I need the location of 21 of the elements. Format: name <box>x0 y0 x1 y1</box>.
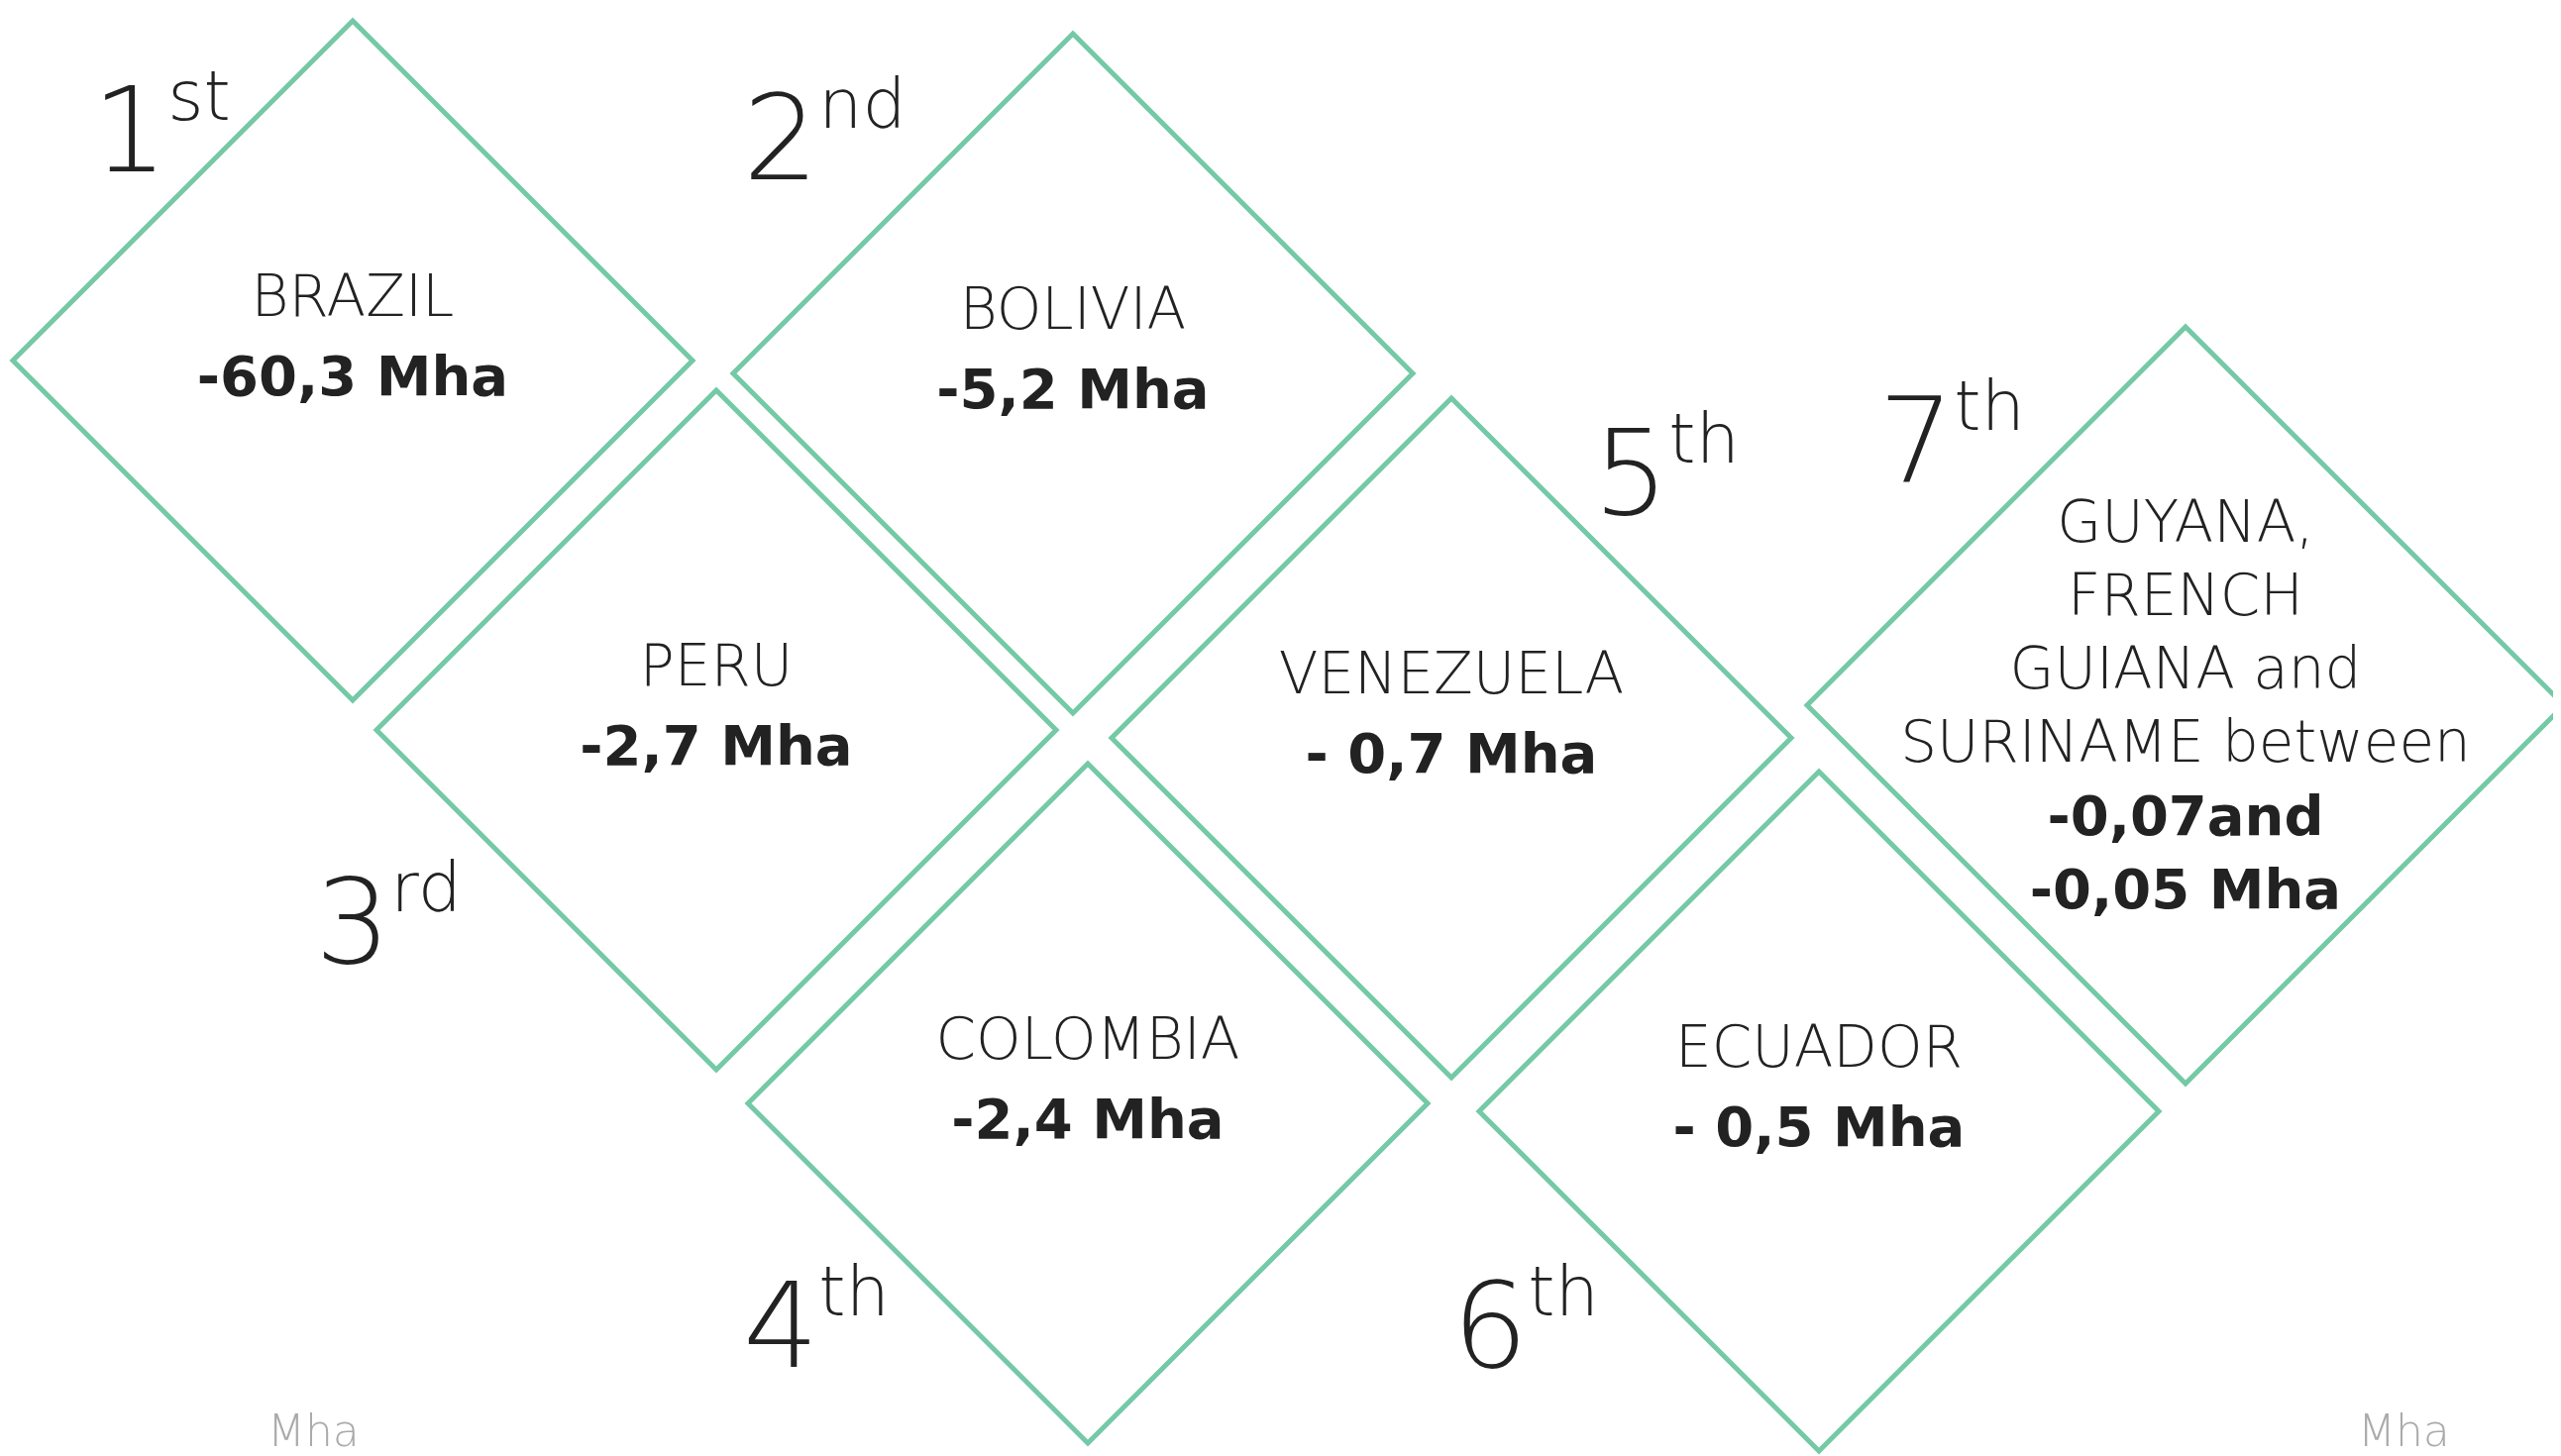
data-label: -5,2 Mha <box>936 357 1210 421</box>
text: 1$^{st}$ <box>92 54 231 199</box>
text: Mha <box>2358 1405 2450 1456</box>
data-label: - 0,7 Mha <box>1305 721 1598 785</box>
category-label: BRAZIL <box>251 262 455 330</box>
text: 4$^{th}$ <box>743 1250 890 1395</box>
category-label: VENEZUELA <box>1278 640 1625 707</box>
text: 6$^{th}$ <box>1452 1250 1599 1395</box>
data-label: -2,4 Mha <box>951 1087 1225 1151</box>
data-label: - 0,5 Mha <box>1672 1094 1966 1159</box>
text: 2$^{nd}$ <box>743 62 907 207</box>
category-label: PERU <box>639 632 794 699</box>
category-label: ECUADOR <box>1675 1013 1963 1081</box>
data-label: -2,7 Mha <box>580 713 853 778</box>
category-label: BOLIVIA <box>959 275 1187 343</box>
data-label: -60,3 Mha <box>196 344 509 408</box>
data-label: -0,07and -0,05 Mha <box>2029 783 2342 921</box>
category-label: COLOMBIA <box>935 1005 1240 1073</box>
text: 5$^{th}$ <box>1593 397 1740 542</box>
text: Mha <box>267 1405 360 1456</box>
text: 3$^{rd}$ <box>315 846 462 990</box>
